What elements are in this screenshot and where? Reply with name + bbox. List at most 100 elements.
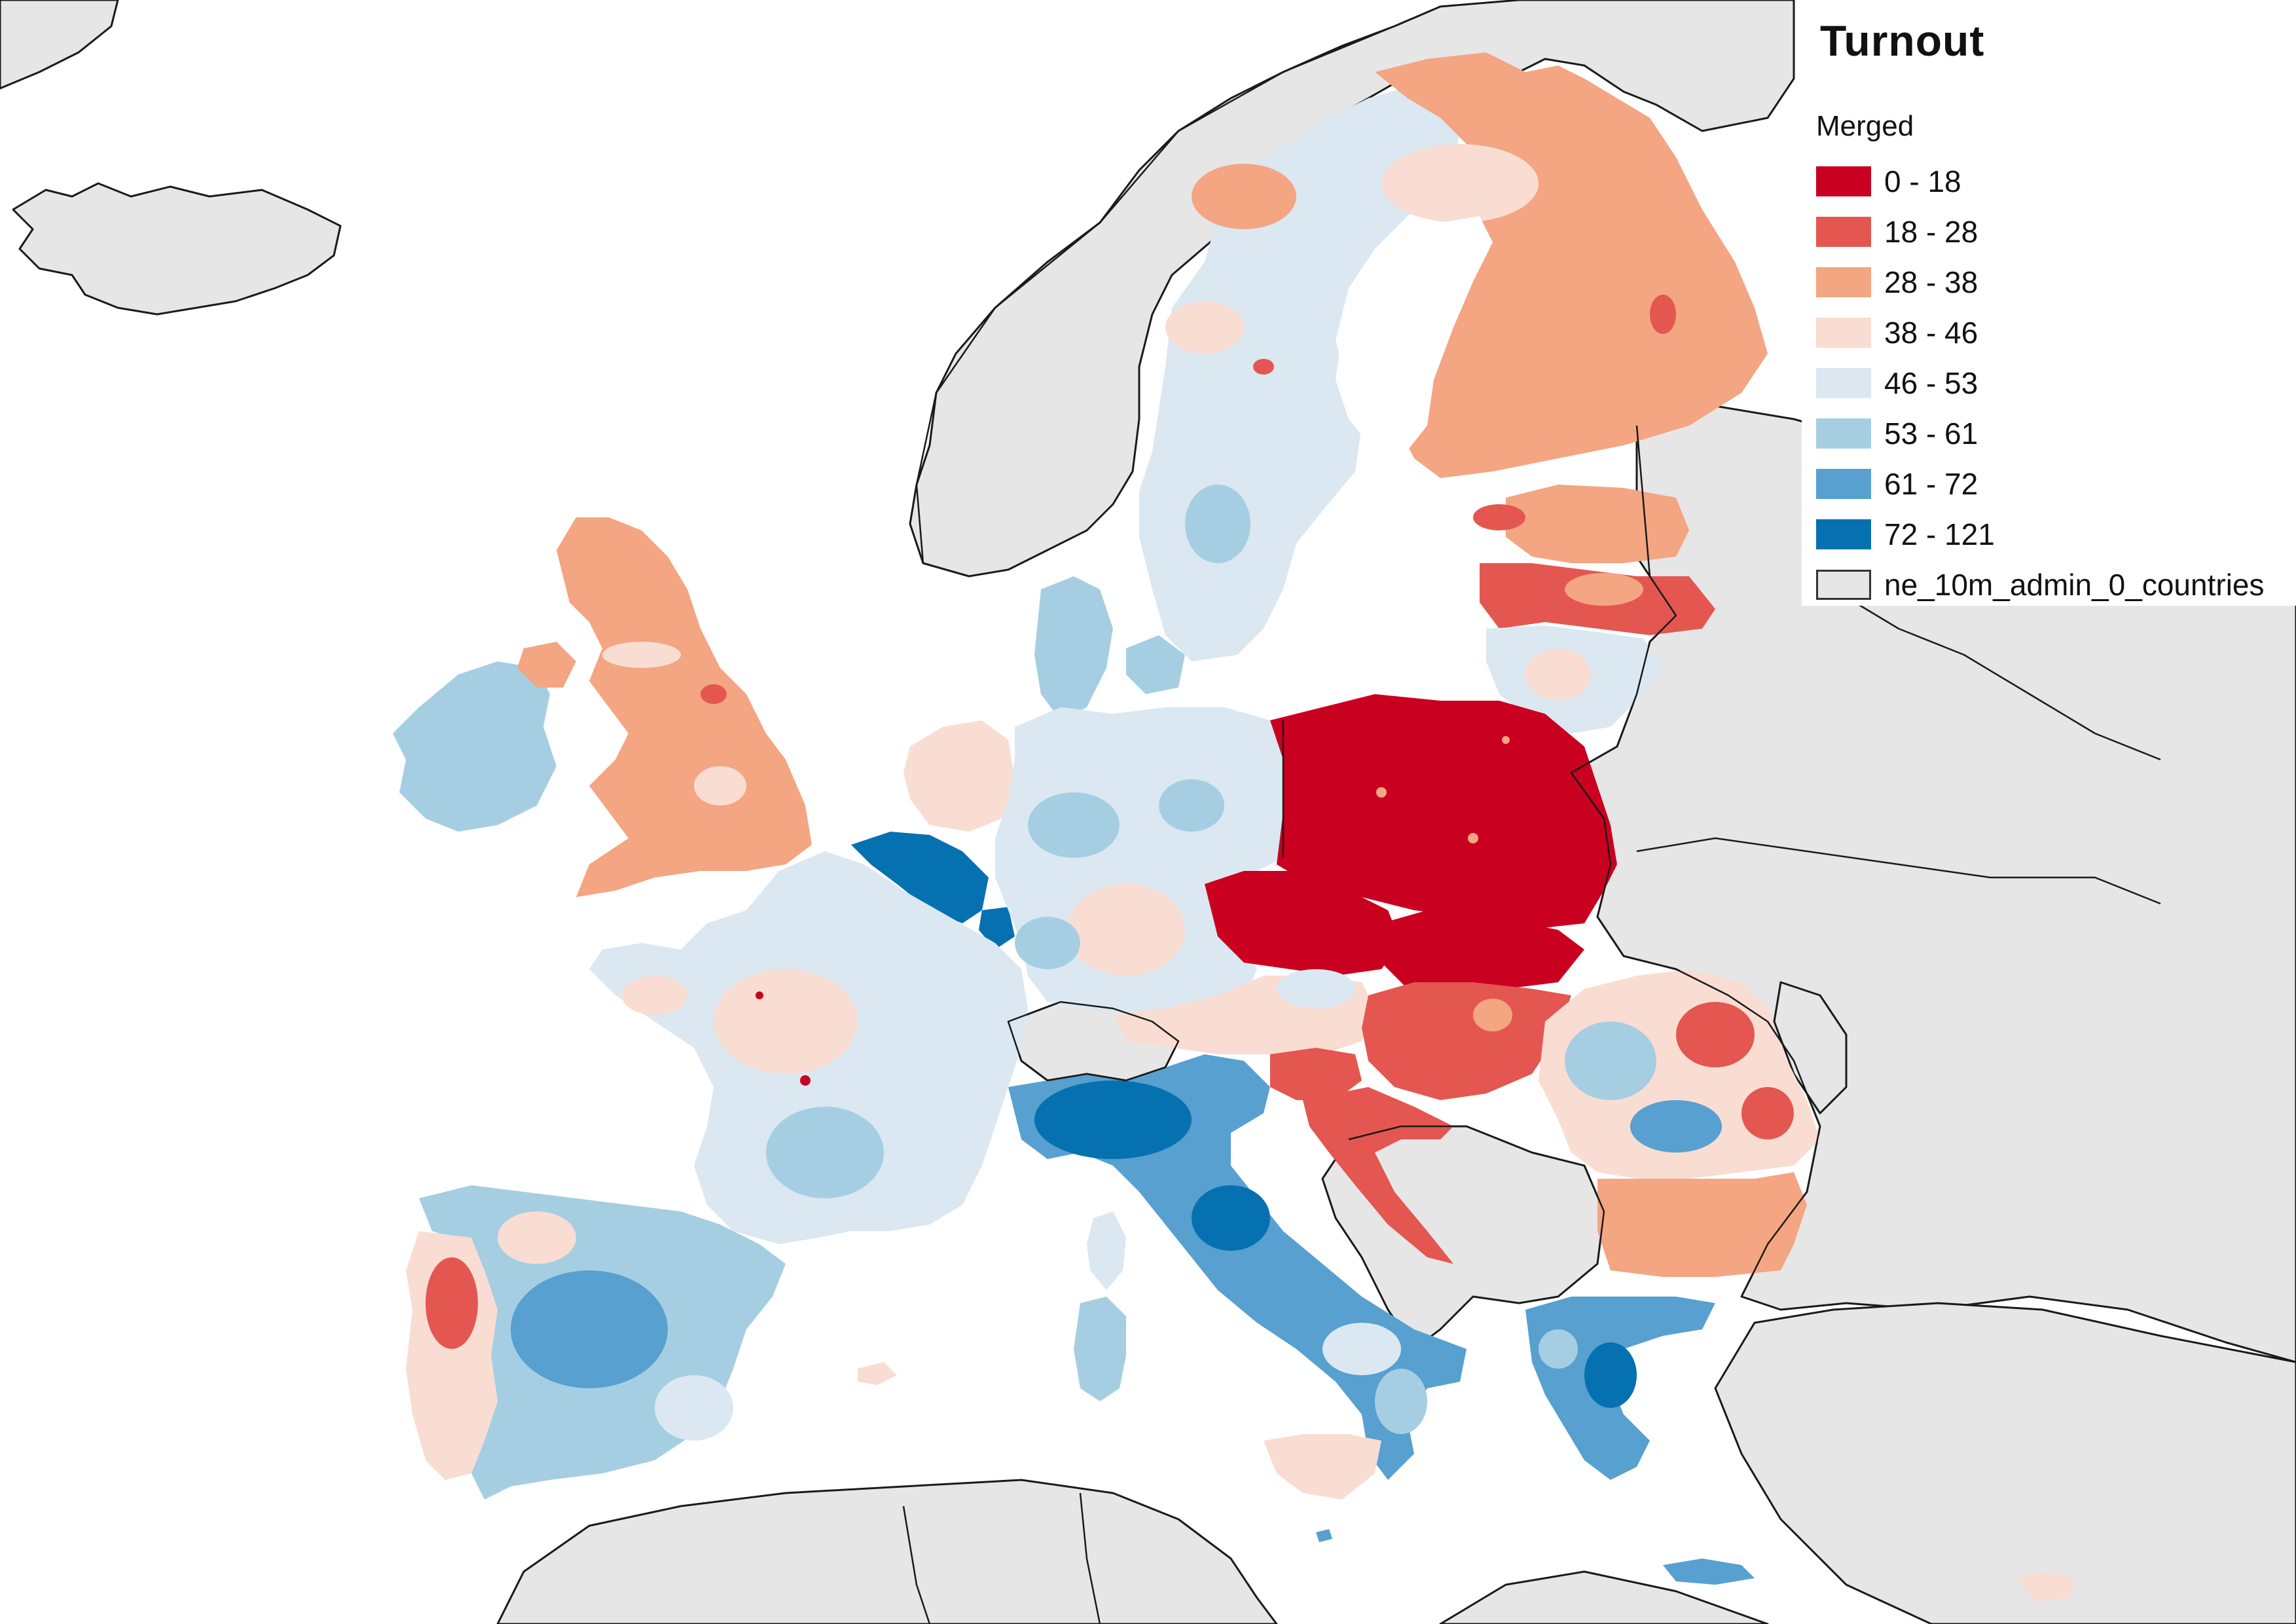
- legend-swatch: [1816, 468, 1871, 499]
- libya-land: [1439, 1570, 1769, 1624]
- border-line: [1570, 425, 1821, 1297]
- detail-patch: [714, 969, 858, 1074]
- region-denmark[interactable]: [1034, 576, 1113, 720]
- legend-label: ne_10m_admin_0_countries: [1884, 567, 2265, 602]
- detail-patch: [1376, 787, 1387, 798]
- region-sardinia[interactable]: [1074, 1297, 1126, 1401]
- legend-item-base-layer[interactable]: ne_10m_admin_0_countries: [1816, 559, 2265, 610]
- detail-patch: [1015, 917, 1080, 969]
- legend-item[interactable]: 0 - 18: [1816, 156, 2265, 206]
- greenland-land: [0, 0, 119, 90]
- legend-item[interactable]: 53 - 61: [1816, 408, 2265, 458]
- region-estonia[interactable]: [1506, 485, 1689, 563]
- detail-patch: [1630, 1100, 1722, 1153]
- region-denmark-islands[interactable]: [1126, 635, 1185, 694]
- detail-patch: [1192, 1185, 1270, 1251]
- legend-item[interactable]: 72 - 121: [1816, 509, 2265, 559]
- region-hungary[interactable]: [1362, 982, 1571, 1100]
- detail-patch: [1277, 969, 1355, 1008]
- detail-patch: [1565, 1022, 1656, 1100]
- legend-item[interactable]: 18 - 28: [1816, 206, 2265, 257]
- legend-swatch: [1816, 418, 1871, 449]
- detail-patch: [1028, 792, 1120, 858]
- detail-patch: [1381, 144, 1539, 223]
- region-czechia[interactable]: [1205, 871, 1401, 976]
- region-northern-ireland[interactable]: [517, 642, 576, 688]
- legend-panel: Turnout Merged 0 - 18 18 - 28 28 - 38 38…: [1802, 0, 2296, 606]
- choropleth-detail-layer: [426, 144, 1794, 1441]
- detail-patch: [655, 1375, 733, 1441]
- detail-patch: [622, 976, 687, 1015]
- region-netherlands[interactable]: [903, 720, 1015, 832]
- detail-patch: [1525, 648, 1591, 701]
- detail-patch: [800, 1075, 811, 1086]
- region-crete[interactable]: [1663, 1559, 1755, 1585]
- border-line: [1007, 1001, 1180, 1082]
- legend-label: 61 - 72: [1884, 466, 1978, 501]
- region-malta[interactable]: [1316, 1529, 1332, 1542]
- legend-title: Turnout: [1820, 16, 1985, 65]
- country-borders-layer: [902, 5, 2161, 1624]
- detail-patch: [694, 766, 746, 805]
- detail-patch: [1067, 884, 1185, 976]
- legend-label: 0 - 18: [1884, 164, 1961, 198]
- detail-patch: [1473, 504, 1525, 530]
- legend-item[interactable]: 61 - 72: [1816, 458, 2265, 509]
- region-sicily[interactable]: [1264, 1434, 1381, 1500]
- border-line: [1832, 588, 2161, 761]
- region-united-kingdom[interactable]: [556, 517, 812, 897]
- detail-patch: [1375, 1369, 1427, 1434]
- region-belgium[interactable]: [851, 832, 989, 923]
- detail-patch: [602, 642, 681, 668]
- legend-label: 72 - 121: [1884, 517, 1995, 551]
- region-ireland[interactable]: [393, 661, 556, 832]
- region-slovenia[interactable]: [1270, 1048, 1362, 1100]
- legend-subtitle: Merged: [1816, 110, 1914, 142]
- detail-patch: [1676, 1002, 1755, 1067]
- region-finland[interactable]: [1375, 52, 1768, 478]
- choropleth-layer: [393, 52, 2075, 1601]
- norway-land: [909, 0, 1795, 578]
- legend-item[interactable]: 46 - 53: [1816, 358, 2265, 408]
- region-balearic[interactable]: [858, 1362, 897, 1385]
- region-poland[interactable]: [1270, 694, 1617, 930]
- legend-swatch: [1816, 569, 1871, 600]
- detail-patch: [1159, 779, 1224, 832]
- border-line: [915, 5, 1441, 564]
- region-slovakia[interactable]: [1381, 910, 1584, 995]
- north-africa-land: [496, 1479, 1278, 1624]
- detail-patch: [1584, 1342, 1637, 1408]
- detail-patch: [1650, 295, 1676, 334]
- legend-swatch: [1816, 519, 1871, 549]
- border-line: [902, 1505, 931, 1624]
- legend-label: 46 - 53: [1884, 365, 1978, 400]
- detail-patch: [1468, 833, 1478, 843]
- legend-label: 28 - 38: [1884, 265, 1978, 299]
- detail-patch: [1034, 1080, 1192, 1159]
- region-bulgaria[interactable]: [1597, 1172, 1807, 1277]
- region-croatia[interactable]: [1303, 1087, 1453, 1264]
- legend-item[interactable]: 38 - 46: [1816, 307, 2265, 358]
- legend-swatch: [1816, 317, 1871, 348]
- region-corsica[interactable]: [1087, 1211, 1126, 1290]
- border-line: [1079, 1492, 1101, 1624]
- detail-patch: [511, 1270, 668, 1388]
- legend-swatch: [1816, 216, 1871, 247]
- legend-swatch: [1816, 267, 1871, 297]
- detail-patch: [1165, 301, 1244, 354]
- legend-swatch: [1816, 367, 1871, 398]
- turkey-land: [1714, 1302, 2296, 1624]
- detail-patch: [1741, 1087, 1794, 1139]
- detail-patch: [1253, 359, 1274, 375]
- region-cyprus[interactable]: [2016, 1572, 2075, 1601]
- detail-patch: [766, 1107, 884, 1198]
- legend-label: 53 - 61: [1884, 416, 1978, 451]
- legend-item[interactable]: 28 - 38: [1816, 257, 2265, 307]
- detail-patch: [1322, 1323, 1401, 1375]
- detail-patch: [1565, 573, 1643, 606]
- detail-patch: [1185, 485, 1250, 563]
- iceland-land: [12, 182, 342, 316]
